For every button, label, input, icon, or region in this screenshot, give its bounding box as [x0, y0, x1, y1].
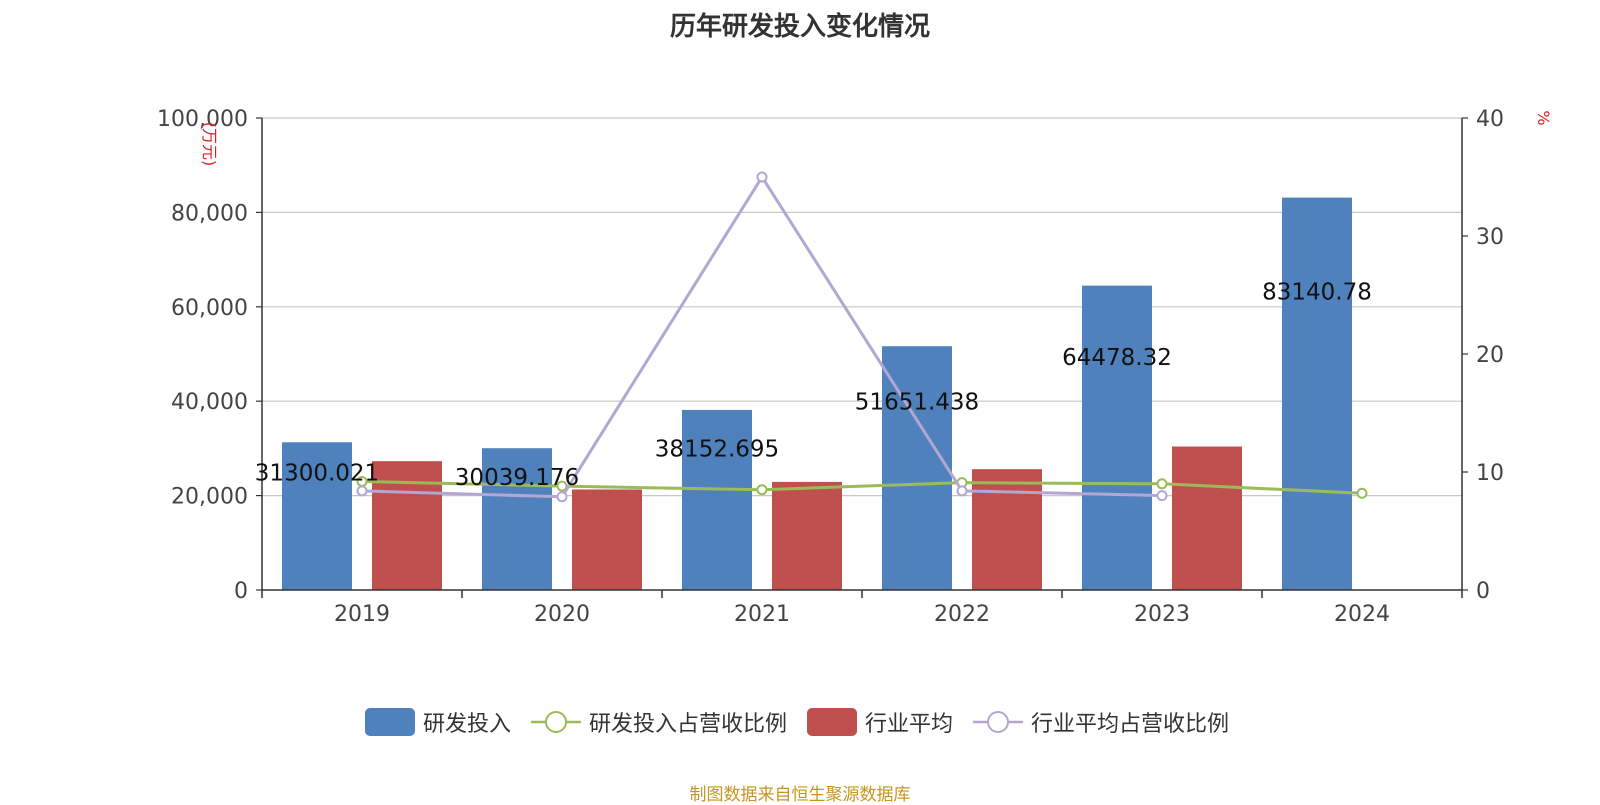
legend-label-rd-investment: 研发投入 [422, 712, 511, 737]
bar-industry-average [1172, 446, 1242, 590]
y-left-tick-label: 20,000 [171, 485, 248, 510]
bar-industry-average [572, 489, 642, 590]
y-left-unit-label: (万元) [200, 122, 219, 167]
y-right-tick-label: 20 [1476, 343, 1504, 368]
legend-swatch-rd-investment [364, 708, 415, 736]
x-tick-label: 2023 [1134, 602, 1190, 627]
bar-rd-investment [482, 448, 552, 590]
y-left-tick-label: 80,000 [171, 201, 248, 226]
legend-label-industry-average: 行业平均 [865, 712, 954, 737]
point-industry-ratio [556, 491, 568, 503]
x-tick-label: 2024 [1334, 602, 1390, 627]
data-label-rd-investment: 30039.176 [455, 465, 579, 491]
y-right-tick-label: 40 [1476, 107, 1504, 132]
bar-rd-investment [1282, 197, 1352, 591]
bar-rd-investment [882, 346, 952, 590]
y-left-tick-label: 0 [234, 579, 248, 604]
point-rd-ratio [556, 480, 568, 492]
legend-item-industry-ratio[interactable]: 行业平均占营收比例 [973, 706, 1229, 738]
legend-label-industry-ratio: 行业平均占营收比例 [1031, 712, 1230, 737]
y-left-tick-label: 60,000 [171, 296, 248, 321]
legend-item-industry-average[interactable]: 行业平均 [807, 706, 953, 738]
y-left-tick-label: 40,000 [171, 390, 248, 415]
point-rd-ratio [756, 484, 768, 496]
legend-label-rd-ratio: 研发投入占营收比例 [588, 712, 787, 737]
y-right-tick-label: 10 [1476, 461, 1504, 486]
legend-swatch-industry-ratio [973, 711, 1024, 733]
x-tick-label: 2019 [334, 602, 390, 627]
point-industry-ratio [1156, 490, 1168, 502]
point-industry-ratio [356, 485, 368, 497]
bar-industry-average [972, 469, 1042, 590]
x-tick-label: 2020 [534, 602, 590, 627]
data-source-note: 制图数据来自恒生聚源数据库 [689, 785, 911, 805]
data-label-rd-investment: 51651.438 [855, 390, 979, 416]
legend: 研发投入 研发投入占营收比例 行业平均 行业平均占营收比例 [0, 706, 1600, 738]
legend-swatch-rd-ratio [530, 711, 581, 733]
point-industry-ratio [956, 485, 968, 497]
point-rd-ratio [1156, 478, 1168, 490]
y-right-unit-label: % [1534, 110, 1553, 125]
legend-swatch-industry-average [807, 708, 857, 736]
legend-item-rd-ratio[interactable]: 研发投入占营收比例 [530, 706, 787, 738]
x-tick-label: 2021 [734, 602, 790, 627]
bar-rd-investment [282, 442, 352, 590]
data-label-rd-investment: 38152.695 [655, 437, 779, 463]
y-right-tick-label: 0 [1476, 579, 1490, 604]
bar-rd-investment [1082, 285, 1152, 590]
data-label-rd-investment: 83140.78 [1262, 280, 1372, 306]
y-right-tick-label: 30 [1476, 225, 1504, 250]
point-rd-ratio [1356, 487, 1368, 499]
data-label-rd-investment: 64478.32 [1062, 345, 1172, 371]
legend-item-rd-investment[interactable]: 研发投入 [364, 706, 511, 738]
chart-title: 历年研发投入变化情况 [669, 12, 930, 42]
line-rd-ratio [361, 479, 1363, 495]
point-industry-ratio [756, 171, 768, 183]
x-tick-label: 2022 [934, 602, 990, 627]
bar-industry-average [772, 481, 842, 590]
bar-rd-investment [682, 409, 752, 590]
y-left-tick-label: 100,000 [157, 107, 248, 132]
data-label-rd-investment: 31300.021 [255, 461, 379, 487]
